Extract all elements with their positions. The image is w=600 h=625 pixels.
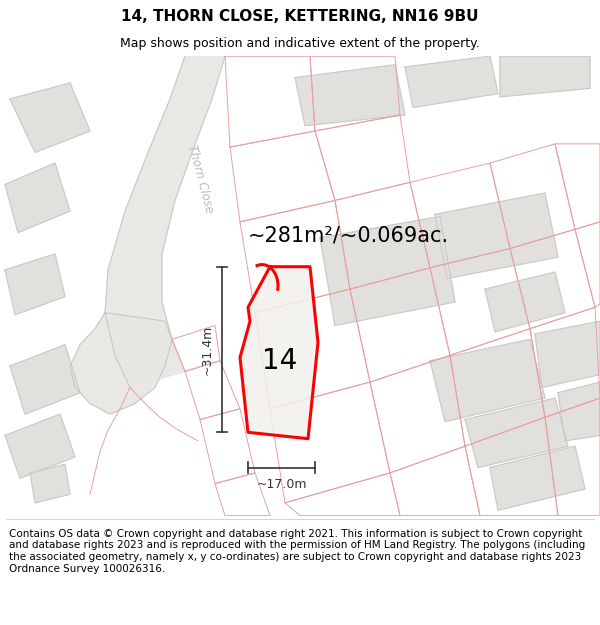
Polygon shape — [30, 464, 70, 503]
Polygon shape — [485, 272, 565, 332]
Text: 14: 14 — [262, 347, 298, 375]
Polygon shape — [320, 216, 455, 326]
Polygon shape — [70, 312, 172, 414]
Polygon shape — [435, 193, 558, 279]
Text: 14, THORN CLOSE, KETTERING, NN16 9BU: 14, THORN CLOSE, KETTERING, NN16 9BU — [121, 9, 479, 24]
Polygon shape — [465, 398, 568, 468]
Polygon shape — [10, 83, 90, 152]
Polygon shape — [5, 163, 70, 232]
Text: ~281m²/~0.069ac.: ~281m²/~0.069ac. — [248, 226, 449, 246]
Polygon shape — [405, 56, 498, 108]
Text: ~31.4m: ~31.4m — [201, 324, 214, 374]
Polygon shape — [5, 414, 75, 478]
Polygon shape — [430, 339, 545, 422]
Polygon shape — [5, 254, 65, 315]
Text: Map shows position and indicative extent of the property.: Map shows position and indicative extent… — [120, 38, 480, 51]
Polygon shape — [240, 267, 318, 439]
Polygon shape — [500, 56, 590, 97]
Polygon shape — [10, 345, 80, 414]
Text: Contains OS data © Crown copyright and database right 2021. This information is : Contains OS data © Crown copyright and d… — [9, 529, 585, 574]
Polygon shape — [558, 382, 600, 441]
Polygon shape — [105, 56, 225, 388]
Polygon shape — [295, 65, 405, 126]
Text: ~17.0m: ~17.0m — [256, 478, 307, 491]
Polygon shape — [535, 321, 600, 388]
Polygon shape — [490, 446, 585, 510]
Text: Thorn Close: Thorn Close — [185, 144, 215, 214]
